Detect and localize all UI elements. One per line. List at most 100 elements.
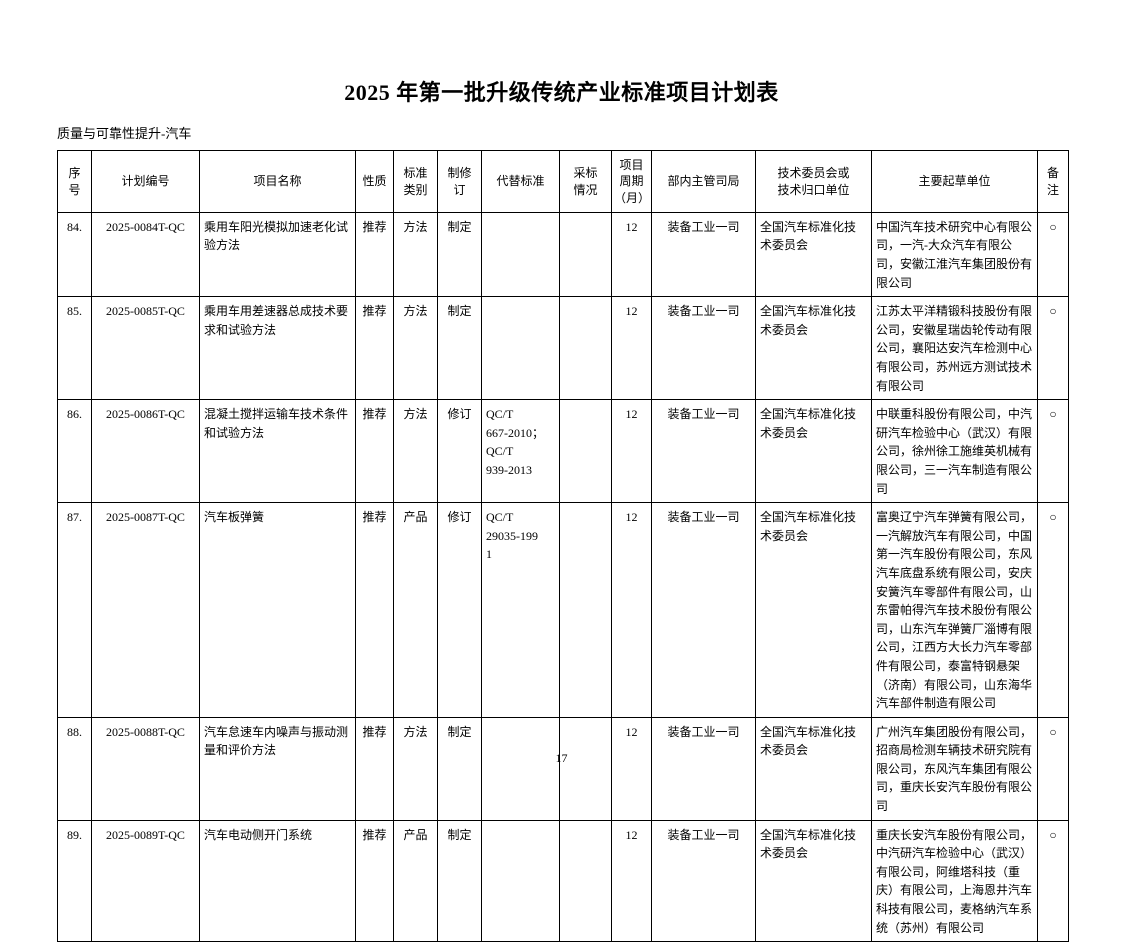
substitute-line: 29035-199 [486, 528, 538, 543]
cell-tc: 全国汽车标准化技术委员会 [755, 716, 872, 821]
cell-nature: 推荐 [355, 399, 394, 504]
cell-period: 12 [611, 296, 652, 401]
header-nature: 性质 [355, 150, 394, 213]
header-dept: 部内主管司局 [651, 150, 756, 213]
page-title: 2025 年第一批升级传统产业标准项目计划表 [344, 80, 779, 105]
header-tc-line2: 技术归口单位 [777, 182, 850, 197]
header-standard-category-line1: 标准 [403, 166, 428, 181]
substitute-line: 1 [486, 547, 492, 562]
cell-nature: 推荐 [355, 716, 394, 821]
header-substitute-standard: 代替标准 [481, 150, 560, 213]
header-standard-category: 标准 类别 [393, 150, 438, 213]
cell-standard-category: 方法 [393, 296, 438, 401]
header-adoption-line1: 采标 [573, 166, 598, 181]
cell-period: 12 [611, 399, 652, 504]
table-header-row: 序 号 计划编号 项目名称 性质 标准 类别 制修 订 代替标准 [57, 150, 1069, 213]
cell-period: 12 [611, 716, 652, 821]
cell-dept: 装备工业一司 [651, 716, 756, 821]
cell-adoption [559, 211, 612, 298]
table-row: 87. 2025-0087T-QC 汽车板弹簧 推荐 产品 修订 QC/T 29… [57, 502, 1069, 718]
cell-standard-category: 产品 [393, 819, 438, 942]
document-page: 2025 年第一批升级传统产业标准项目计划表 质量与可靠性提升-汽车 序 号 计… [57, 80, 1069, 942]
header-adoption: 采标 情况 [559, 150, 612, 213]
cell-seq: 87. [57, 502, 92, 718]
cell-drafting-units: 重庆长安汽车股份有限公司，中汽研汽车检验中心（武汉）有限公司，阿维塔科技（重庆）… [871, 819, 1038, 942]
substitute-line: QC/T [486, 510, 514, 525]
cell-remark: ○ [1037, 502, 1069, 718]
cell-seq: 85. [57, 296, 92, 401]
cell-drafting-units: 广州汽车集团股份有限公司，招商局检测车辆技术研究院有限公司，东风汽车集团有限公司… [871, 716, 1038, 821]
table-row: 84. 2025-0084T-QC 乘用车阳光模拟加速老化试验方法 推荐 方法 … [57, 211, 1069, 298]
cell-drafting-units: 江苏太平洋精锻科技股份有限公司，安徽星瑞齿轮传动有限公司，襄阳达安汽车检测中心有… [871, 296, 1038, 401]
cell-standard-category: 方法 [393, 211, 438, 298]
cell-seq: 86. [57, 399, 92, 504]
cell-adoption [559, 502, 612, 718]
cell-project-name: 混凝土搅拌运输车技术条件和试验方法 [199, 399, 356, 504]
cell-nature: 推荐 [355, 211, 394, 298]
cell-substitute-standard [481, 819, 560, 942]
cell-period: 12 [611, 211, 652, 298]
cell-drafting-units: 中联重科股份有限公司，中汽研汽车检验中心（武汉）有限公司，徐州徐工施维英机械有限… [871, 399, 1038, 504]
cell-revision: 制定 [437, 716, 482, 821]
cell-substitute-standard [481, 716, 560, 821]
cell-substitute-standard [481, 296, 560, 401]
header-remark: 备 注 [1037, 150, 1069, 213]
cell-remark: ○ [1037, 399, 1069, 504]
cell-seq: 89. [57, 819, 92, 942]
header-standard-category-line2: 类别 [403, 182, 428, 197]
substitute-line: 939-2013 [486, 462, 532, 477]
cell-dept: 装备工业一司 [651, 296, 756, 401]
substitute-line: QC/T [486, 444, 514, 459]
cell-project-name: 汽车板弹簧 [199, 502, 356, 718]
cell-plan-number: 2025-0088T-QC [91, 716, 200, 821]
table-row: 86. 2025-0086T-QC 混凝土搅拌运输车技术条件和试验方法 推荐 方… [57, 399, 1069, 504]
cell-revision: 制定 [437, 211, 482, 298]
cell-nature: 推荐 [355, 296, 394, 401]
cell-dept: 装备工业一司 [651, 502, 756, 718]
page-number: 17 [555, 751, 568, 765]
substitute-line: QC/T [486, 407, 514, 422]
header-remark-line1: 备 [1046, 166, 1059, 181]
cell-standard-category: 方法 [393, 716, 438, 821]
cell-revision: 制定 [437, 819, 482, 942]
table-body: 84. 2025-0084T-QC 乘用车阳光模拟加速老化试验方法 推荐 方法 … [57, 211, 1069, 942]
cell-tc: 全国汽车标准化技术委员会 [755, 399, 872, 504]
cell-nature: 推荐 [355, 819, 394, 942]
cell-period: 12 [611, 502, 652, 718]
cell-dept: 装备工业一司 [651, 819, 756, 942]
header-seq-line2: 号 [68, 182, 81, 197]
cell-adoption [559, 819, 612, 942]
header-period-line2: 周期 [619, 174, 644, 189]
cell-remark: ○ [1037, 296, 1069, 401]
header-plan-number: 计划编号 [91, 150, 200, 213]
cell-adoption [559, 399, 612, 504]
table-row: 85. 2025-0085T-QC 乘用车用差速器总成技术要求和试验方法 推荐 … [57, 296, 1069, 401]
cell-remark: ○ [1037, 819, 1069, 942]
header-tc: 技术委员会或 技术归口单位 [755, 150, 872, 213]
cell-standard-category: 方法 [393, 399, 438, 504]
cell-project-name: 汽车怠速车内噪声与振动测量和评价方法 [199, 716, 356, 821]
cell-project-name: 汽车电动侧开门系统 [199, 819, 356, 942]
header-seq-line1: 序 [68, 166, 81, 181]
header-seq: 序 号 [57, 150, 92, 213]
cell-nature: 推荐 [355, 502, 394, 718]
header-tc-line1: 技术委员会或 [777, 166, 850, 181]
cell-dept: 装备工业一司 [651, 399, 756, 504]
cell-plan-number: 2025-0089T-QC [91, 819, 200, 942]
cell-dept: 装备工业一司 [651, 211, 756, 298]
table-row: 89. 2025-0089T-QC 汽车电动侧开门系统 推荐 产品 制定 12 … [57, 819, 1069, 942]
cell-drafting-units: 中国汽车技术研究中心有限公司，一汽-大众汽车有限公司，安徽江淮汽车集团股份有限公… [871, 211, 1038, 298]
table-row: 88. 2025-0088T-QC 汽车怠速车内噪声与振动测量和评价方法 推荐 … [57, 716, 1069, 821]
cell-tc: 全国汽车标准化技术委员会 [755, 819, 872, 942]
cell-standard-category: 产品 [393, 502, 438, 718]
cell-tc: 全国汽车标准化技术委员会 [755, 502, 872, 718]
header-period: 项目 周期 （月） [611, 150, 652, 213]
cell-tc: 全国汽车标准化技术委员会 [755, 296, 872, 401]
header-period-line3: （月） [614, 190, 651, 205]
header-project-name: 项目名称 [199, 150, 356, 213]
standards-plan-table: 序 号 计划编号 项目名称 性质 标准 类别 制修 订 代替标准 [57, 150, 1069, 942]
header-revision: 制修 订 [437, 150, 482, 213]
cell-drafting-units: 富奥辽宁汽车弹簧有限公司，一汽解放汽车有限公司，中国第一汽车股份有限公司，东风汽… [871, 502, 1038, 718]
header-drafting-units: 主要起草单位 [871, 150, 1038, 213]
cell-remark: ○ [1037, 716, 1069, 821]
